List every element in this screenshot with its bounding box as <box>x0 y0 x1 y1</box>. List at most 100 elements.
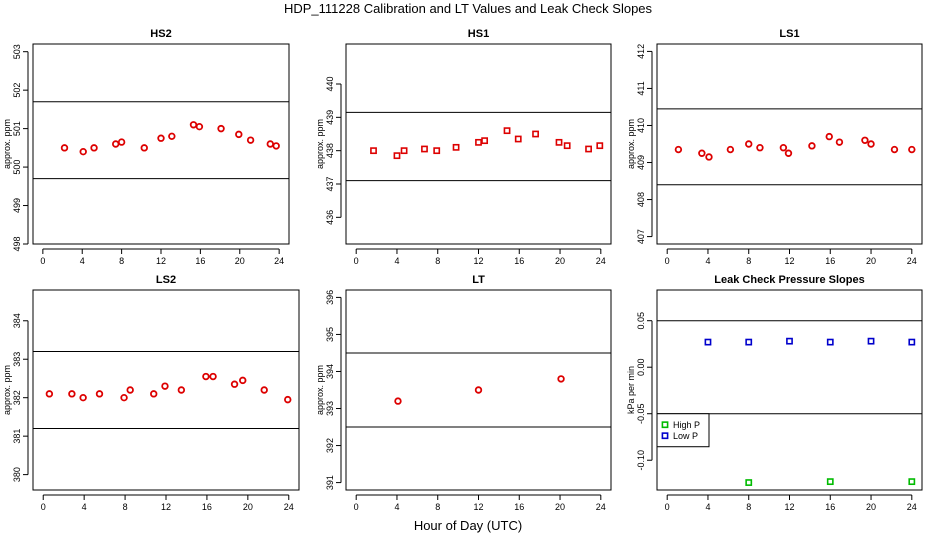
x-tick-label: 16 <box>825 256 835 266</box>
x-tick-label: 24 <box>274 256 284 266</box>
data-point <box>68 390 76 398</box>
y-tick-label: 503 <box>12 44 22 59</box>
x-tick-label: 20 <box>243 502 253 512</box>
y-tick-label: 501 <box>12 121 22 136</box>
x-tick-label: 16 <box>202 502 212 512</box>
x-tick-label: 20 <box>555 502 565 512</box>
data-point <box>112 140 120 148</box>
x-tick-label: 24 <box>284 502 294 512</box>
y-tick-label: 439 <box>325 110 335 125</box>
data-point <box>117 138 126 146</box>
x-tick-label: 8 <box>123 502 128 512</box>
panel-1: HS2 0 4 8 12 16 20 24 498 499 500 501 502 503 approx. … <box>2 28 290 266</box>
panel-title: Leak Check Pressure Slopes <box>714 274 864 286</box>
data-point <box>557 375 565 383</box>
data-point <box>45 390 54 398</box>
y-tick-label: 394 <box>325 364 335 379</box>
data-point <box>475 138 482 146</box>
x-tick-label: 12 <box>473 502 483 512</box>
data-point <box>79 147 87 156</box>
x-tick-label: 4 <box>705 256 710 266</box>
y-tick-label: -0.10 <box>636 450 646 471</box>
data-point <box>705 153 713 161</box>
y-tick-label: 411 <box>636 81 646 95</box>
y-tick-label: 498 <box>12 236 22 251</box>
data-point <box>890 145 899 154</box>
data-point <box>421 145 428 153</box>
data-point <box>704 338 712 346</box>
x-tick-label: 20 <box>866 256 876 266</box>
data-point <box>784 149 793 157</box>
x-tick-label: 0 <box>354 502 359 512</box>
x-tick-label: 16 <box>195 256 205 266</box>
data-point <box>514 135 522 143</box>
plot-frame <box>656 289 923 491</box>
figure-title: HDP_111228 Calibration and LT Values and… <box>283 1 653 16</box>
y-tick-label: 380 <box>12 467 22 482</box>
data-point <box>481 137 489 145</box>
data-point <box>826 338 834 346</box>
y-tick-label: 393 <box>325 401 335 416</box>
plot-frame <box>345 289 612 491</box>
x-tick-label: 0 <box>665 256 670 266</box>
panel-5: LT 0 4 8 12 16 20 24 391 392 393 394 395 396 approx. p… <box>315 274 612 512</box>
y-tick-label: 410 <box>636 118 646 133</box>
panel-title: HS1 <box>468 28 489 40</box>
data-point <box>532 130 539 138</box>
y-tick-label: 0.05 <box>636 312 646 330</box>
data-point <box>202 372 210 381</box>
panel-4: LS2 0 4 8 12 16 20 24 380 381 382 383 384 approx. ppm <box>2 274 300 512</box>
plot-frame <box>656 43 923 245</box>
data-point <box>239 376 247 385</box>
data-point <box>140 144 148 152</box>
data-point <box>209 372 217 381</box>
x-tick-label: 24 <box>907 256 917 266</box>
data-point <box>555 138 563 146</box>
data-point <box>835 138 844 146</box>
data-point <box>745 338 753 346</box>
panel-title: HS2 <box>150 28 171 40</box>
panel-6: Leak Check Pressure Slopes 0 4 8 12 16 20 24 -0.… <box>626 274 923 512</box>
data-point <box>474 386 483 394</box>
legend-label: High P <box>673 420 700 430</box>
x-tick-label: 20 <box>866 502 876 512</box>
data-point <box>861 136 869 144</box>
data-point <box>126 386 134 394</box>
data-point <box>393 152 401 160</box>
panel-title: LS1 <box>779 28 799 40</box>
data-point <box>503 127 511 135</box>
data-point <box>674 145 683 154</box>
data-point <box>79 393 87 402</box>
x-tick-label: 0 <box>40 256 45 266</box>
data-point <box>808 142 816 150</box>
y-tick-label: 392 <box>325 438 335 453</box>
data-point <box>563 142 571 150</box>
y-tick-label: 0.00 <box>636 358 646 376</box>
y-axis-label: approx. ppm <box>2 365 12 415</box>
y-tick-label: 381 <box>12 429 22 444</box>
data-point <box>826 478 834 486</box>
data-point <box>698 149 706 157</box>
data-point <box>266 140 274 148</box>
plot-frame <box>32 289 300 491</box>
data-point <box>825 132 833 141</box>
data-point <box>400 147 408 155</box>
data-point <box>189 121 198 129</box>
y-tick-label: 436 <box>325 210 335 225</box>
x-tick-label: 20 <box>555 256 565 266</box>
x-tick-label: 4 <box>394 502 399 512</box>
data-point <box>394 397 402 405</box>
data-point <box>230 380 239 388</box>
y-tick-label: 409 <box>636 155 646 170</box>
data-point <box>272 142 280 150</box>
y-tick-label: 502 <box>12 83 22 98</box>
data-point <box>433 147 441 155</box>
panel-title: LT <box>472 274 485 286</box>
data-point <box>745 140 753 148</box>
x-tick-label: 16 <box>514 502 524 512</box>
x-tick-label: 8 <box>746 502 751 512</box>
y-tick-label: 383 <box>12 352 22 367</box>
y-tick-label: 382 <box>12 390 22 405</box>
y-axis-label: approx. ppm <box>626 119 636 169</box>
